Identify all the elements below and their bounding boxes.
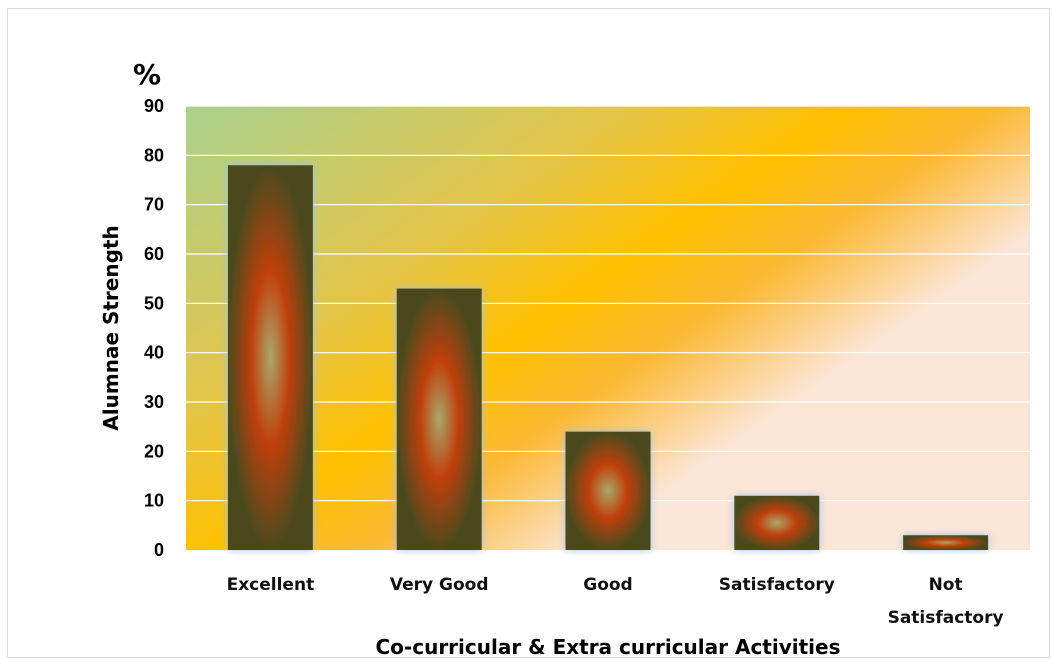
x-category-label: Excellent	[227, 575, 315, 595]
x-category-label: Very Good	[390, 575, 489, 595]
y-tick-label: 40	[144, 343, 164, 363]
y-tick-label: 0	[154, 540, 164, 560]
y-tick-label: 20	[144, 441, 164, 461]
x-category-labels: Excellent Very Good Good Satisfactory Not Sat…	[227, 575, 1004, 628]
x-category-label: Good	[583, 575, 632, 595]
y-tick-label: 80	[144, 145, 164, 165]
y-tick-labels: 0 10 20 30 40 50 60 70 80 90	[144, 96, 164, 560]
y-tick-label: 90	[144, 96, 164, 116]
y-unit-label: %	[133, 58, 161, 91]
x-category-label: Satisfactory	[719, 575, 835, 595]
x-category-label: Not Satisfactory	[888, 575, 1004, 628]
y-axis-title: Alumnae Strength	[99, 225, 123, 430]
x-axis-title: Co-curricular & Extra curricular Activit…	[376, 635, 841, 659]
bar	[227, 165, 313, 550]
bar	[565, 431, 651, 550]
y-tick-label: 30	[144, 392, 164, 412]
bar	[903, 535, 989, 550]
chart-frame: 0 10 20 30 40 50 60 70 80 90 Excellent Very Good Go…	[7, 8, 1050, 659]
bar-chart: 0 10 20 30 40 50 60 70 80 90 Excellent Very Good Go…	[99, 58, 1030, 659]
y-tick-label: 60	[144, 244, 164, 264]
bars-group	[227, 165, 989, 550]
y-tick-label: 10	[144, 491, 164, 511]
y-tick-label: 50	[144, 293, 164, 313]
bar	[396, 288, 482, 550]
y-tick-label: 70	[144, 195, 164, 215]
bar	[734, 495, 820, 550]
